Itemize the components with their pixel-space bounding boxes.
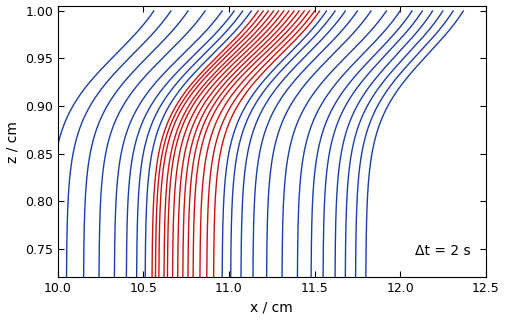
X-axis label: x / cm: x / cm [250,300,293,315]
Text: Δt = 2 s: Δt = 2 s [415,244,471,258]
Y-axis label: z / cm: z / cm [6,121,20,163]
